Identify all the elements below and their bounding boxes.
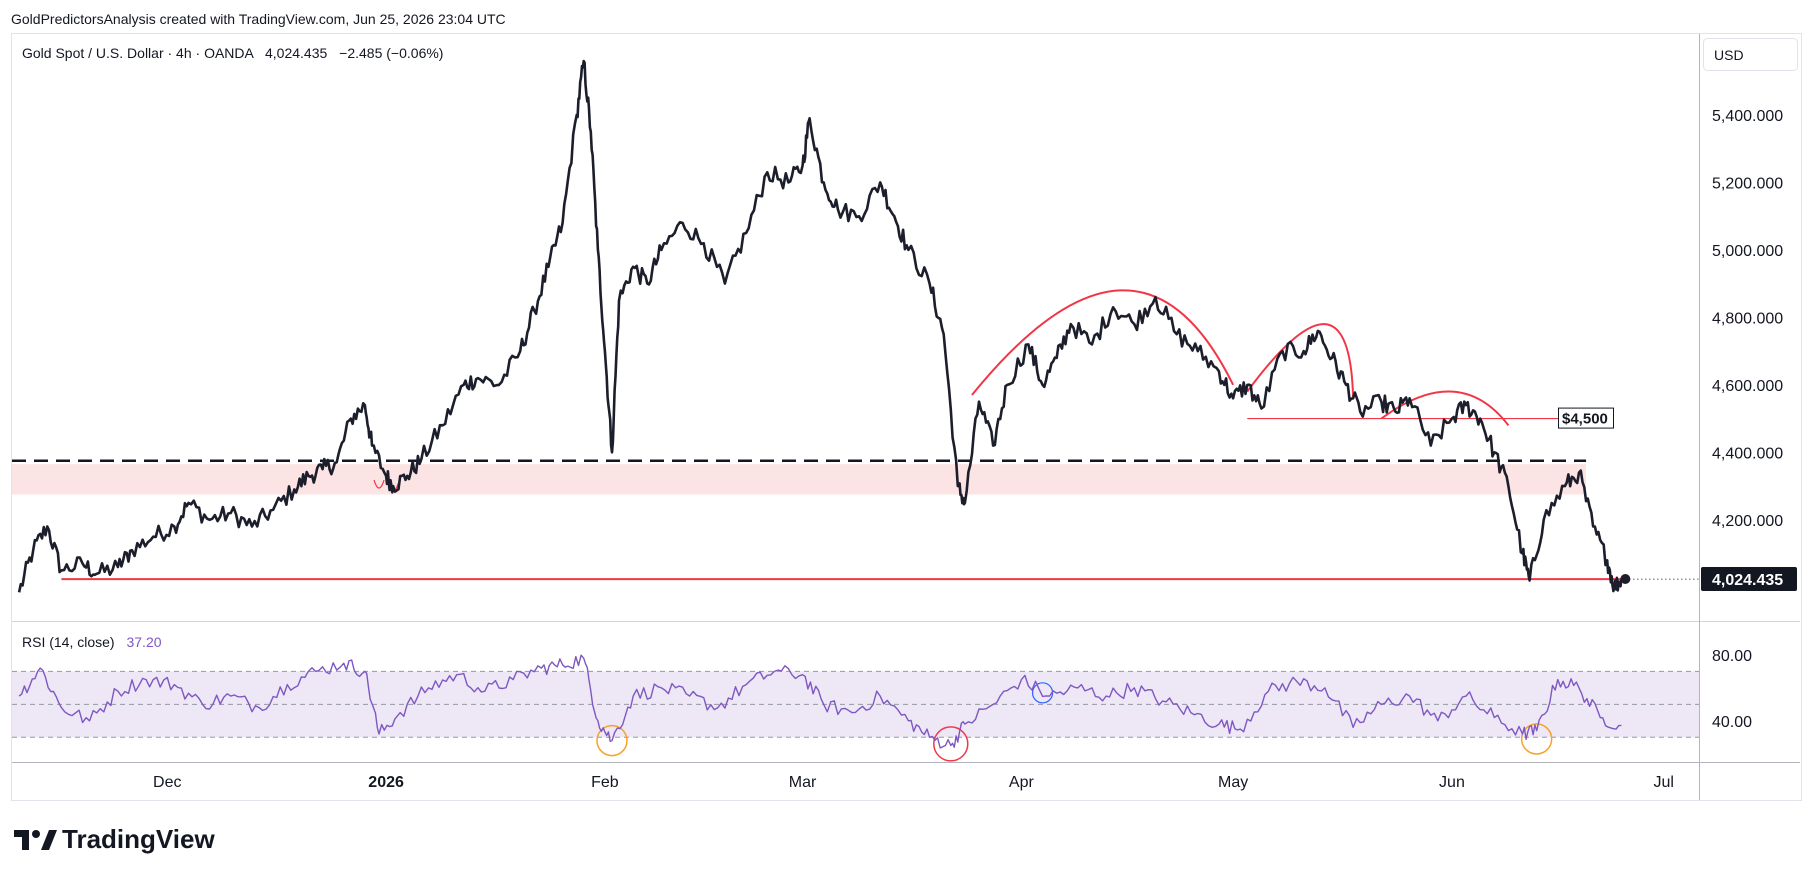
time-tick-label: Mar: [789, 774, 817, 791]
time-axis: Dec 2026 Feb Mar Apr May Jun Jul: [153, 774, 1674, 791]
time-tick-label: Feb: [591, 774, 619, 791]
resistance-zone-rect: [12, 464, 1587, 495]
rsi-legend: RSI (14, close) 37.20: [22, 634, 162, 650]
price-axis: 4,200.000 4,400.000 4,600.000 4,800.000 5,00…: [1712, 108, 1783, 530]
price-tick-label: 4,800.000: [1712, 310, 1783, 327]
time-tick-label: Jun: [1439, 774, 1465, 791]
rsi-tick-label: 80.00: [1712, 648, 1752, 665]
rsi-tick-label: 40.00: [1712, 714, 1752, 731]
target-label-box: $4,500: [1558, 407, 1614, 429]
target-box-frame: [1558, 407, 1614, 429]
time-tick-label: May: [1218, 774, 1248, 791]
last-price-label: 4,024.435: [1712, 572, 1783, 589]
time-tick-label: Jul: [1653, 774, 1673, 791]
price-tick-label: 4,200.000: [1712, 513, 1783, 530]
pattern-arc-1: [971, 289, 1235, 396]
legend-change: −2.485 (−0.06%): [339, 45, 443, 61]
price-series: [17, 59, 1631, 593]
currency-button[interactable]: [1703, 38, 1798, 71]
rsi-band: [12, 670, 1699, 738]
tradingview-logo: TradingView: [14, 824, 215, 854]
currency-label: USD: [1714, 47, 1744, 63]
chart-frame: [11, 33, 1802, 801]
last-price-badge: 4,024.435: [1701, 567, 1797, 592]
rsi-circle-jun: [1520, 723, 1553, 755]
legend-last: 4,024.435: [265, 45, 327, 61]
price-tick-label: 4,600.000: [1712, 378, 1783, 395]
rsi-circle-feb: [596, 724, 628, 757]
legend-symbol: Gold Spot / U.S. Dollar · 4h · OANDA: [22, 45, 255, 61]
header-credit: GoldPredictorsAnalysis created with Trad…: [11, 11, 506, 27]
price-tick-label: 5,400.000: [1712, 108, 1783, 125]
bottom-marker-1: [373, 479, 385, 489]
annotations: [12, 289, 1699, 581]
rsi-line: [18, 654, 1622, 749]
tradingview-logo-icon: [14, 830, 57, 850]
time-tick-label: Apr: [1009, 774, 1035, 791]
price-tick-label: 5,000.000: [1712, 243, 1783, 260]
price-tick-label: 4,400.000: [1712, 445, 1783, 462]
rsi-circle-mar: [933, 726, 969, 762]
rsi-circles: [596, 682, 1553, 762]
rsi-label: RSI (14, close): [22, 634, 115, 650]
time-tick-label: Dec: [153, 774, 181, 791]
target-label: $4,500: [1562, 411, 1608, 428]
price-tick-label: 5,200.000: [1712, 175, 1783, 192]
pattern-arc-2: [1246, 323, 1355, 399]
brand-name: TradingView: [62, 824, 215, 854]
last-price-badge-bg: [1701, 567, 1797, 592]
last-price-dot: [1620, 574, 1631, 585]
legend: Gold Spot / U.S. Dollar · 4h · OANDA 4,0…: [22, 45, 443, 61]
rsi-axis: 80.00 40.00: [1712, 648, 1752, 731]
resistance-zone: [12, 464, 1587, 495]
time-tick-label: 2026: [368, 774, 404, 791]
price-line: [17, 59, 1623, 593]
rsi-value: 37.20: [126, 634, 161, 650]
rsi-series: [18, 654, 1622, 749]
